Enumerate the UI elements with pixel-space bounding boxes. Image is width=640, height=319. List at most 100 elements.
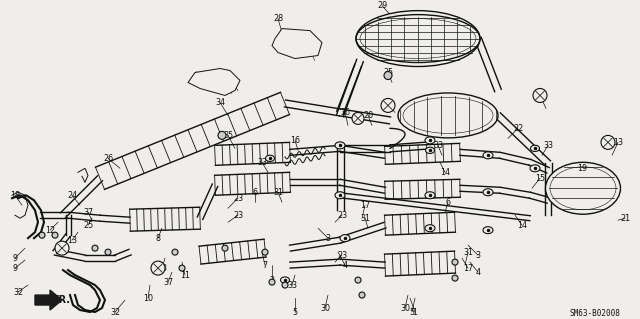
Text: 19: 19 xyxy=(577,164,587,173)
Ellipse shape xyxy=(425,225,435,232)
Ellipse shape xyxy=(282,282,288,288)
Text: SM63-B02008: SM63-B02008 xyxy=(570,308,620,317)
Text: FR.: FR. xyxy=(52,295,70,305)
Ellipse shape xyxy=(483,152,493,159)
Ellipse shape xyxy=(52,232,58,238)
Text: 23: 23 xyxy=(337,251,347,260)
Text: 5: 5 xyxy=(292,308,298,316)
Text: 23: 23 xyxy=(233,211,243,220)
Text: 33: 33 xyxy=(257,158,267,167)
Ellipse shape xyxy=(266,155,275,161)
Ellipse shape xyxy=(172,249,178,255)
Text: 24: 24 xyxy=(67,191,77,200)
Text: 13: 13 xyxy=(535,91,545,100)
Text: 13: 13 xyxy=(67,236,77,245)
Text: 30: 30 xyxy=(320,303,330,313)
Text: 30: 30 xyxy=(400,303,410,313)
Ellipse shape xyxy=(218,131,226,139)
Text: 33: 33 xyxy=(433,141,443,150)
Ellipse shape xyxy=(340,235,350,242)
Text: 3: 3 xyxy=(476,251,481,260)
Text: 11: 11 xyxy=(180,271,190,279)
Ellipse shape xyxy=(355,277,361,283)
Text: 9: 9 xyxy=(12,263,17,273)
Ellipse shape xyxy=(426,147,435,153)
Ellipse shape xyxy=(425,192,435,199)
Text: 16: 16 xyxy=(290,136,300,145)
Text: 37: 37 xyxy=(83,208,93,217)
Text: 13: 13 xyxy=(613,138,623,147)
Ellipse shape xyxy=(452,259,458,265)
Polygon shape xyxy=(188,69,240,95)
Text: 28: 28 xyxy=(273,14,283,23)
Text: 8: 8 xyxy=(156,234,161,243)
Ellipse shape xyxy=(179,265,185,271)
Ellipse shape xyxy=(530,165,540,172)
Text: 31: 31 xyxy=(273,188,283,197)
Text: 18: 18 xyxy=(10,191,20,200)
Text: 25: 25 xyxy=(83,221,93,230)
Ellipse shape xyxy=(483,189,493,196)
Ellipse shape xyxy=(601,135,615,149)
Ellipse shape xyxy=(39,232,45,238)
Polygon shape xyxy=(272,29,322,58)
Text: 27: 27 xyxy=(223,74,233,83)
Text: 22: 22 xyxy=(513,124,523,133)
Text: 12: 12 xyxy=(45,226,55,235)
Text: 23: 23 xyxy=(337,211,347,220)
Ellipse shape xyxy=(398,93,498,138)
Polygon shape xyxy=(35,290,62,310)
Text: 15: 15 xyxy=(535,174,545,183)
Ellipse shape xyxy=(335,142,345,149)
Ellipse shape xyxy=(425,137,435,144)
Text: 17: 17 xyxy=(463,263,473,273)
Text: 9: 9 xyxy=(12,254,17,263)
Text: 10: 10 xyxy=(143,293,153,302)
Text: 6: 6 xyxy=(253,188,257,197)
Text: 33: 33 xyxy=(543,141,553,150)
Ellipse shape xyxy=(280,277,289,283)
Ellipse shape xyxy=(533,88,547,102)
Ellipse shape xyxy=(92,245,98,251)
Ellipse shape xyxy=(452,275,458,281)
Ellipse shape xyxy=(356,11,480,67)
Text: 13: 13 xyxy=(383,101,393,110)
Text: 20: 20 xyxy=(363,111,373,120)
Ellipse shape xyxy=(105,249,111,255)
Text: 36: 36 xyxy=(340,108,350,117)
Text: 31: 31 xyxy=(463,248,473,257)
Ellipse shape xyxy=(335,192,345,199)
Ellipse shape xyxy=(55,241,69,255)
Text: 7: 7 xyxy=(262,261,268,270)
Text: 37: 37 xyxy=(163,278,173,286)
Text: 34: 34 xyxy=(215,98,225,107)
Ellipse shape xyxy=(359,292,365,298)
Ellipse shape xyxy=(531,145,540,152)
Text: 23: 23 xyxy=(233,194,243,203)
Ellipse shape xyxy=(222,245,228,251)
Text: 5: 5 xyxy=(410,308,415,316)
Text: 35: 35 xyxy=(223,131,233,140)
Text: 31: 31 xyxy=(360,214,370,223)
Text: 6: 6 xyxy=(445,198,451,207)
Text: 17: 17 xyxy=(360,201,370,210)
Text: 4: 4 xyxy=(476,268,481,277)
Text: 14: 14 xyxy=(517,221,527,230)
Text: 21: 21 xyxy=(620,214,630,223)
Text: 1: 1 xyxy=(413,308,417,316)
Text: 13: 13 xyxy=(157,263,167,273)
Text: 33: 33 xyxy=(287,281,297,290)
Ellipse shape xyxy=(269,279,275,285)
Ellipse shape xyxy=(151,261,165,275)
Text: 32: 32 xyxy=(110,308,120,316)
Ellipse shape xyxy=(352,112,364,124)
Text: 4: 4 xyxy=(342,261,348,270)
Ellipse shape xyxy=(262,249,268,255)
Text: 35: 35 xyxy=(383,68,393,77)
Ellipse shape xyxy=(483,227,493,234)
Text: 29: 29 xyxy=(377,1,387,10)
Text: 26: 26 xyxy=(103,154,113,163)
Text: 32: 32 xyxy=(13,287,23,297)
Ellipse shape xyxy=(545,162,621,214)
Text: 2: 2 xyxy=(269,276,275,285)
